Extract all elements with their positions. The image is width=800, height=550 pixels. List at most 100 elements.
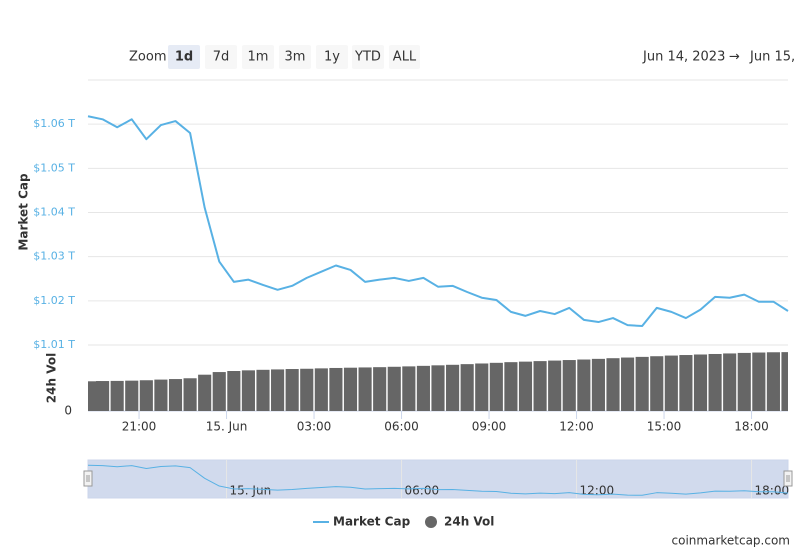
button-label: 3m [285, 50, 306, 65]
navigator-label: 15. Jun [230, 484, 272, 498]
button-label: YTD [354, 50, 381, 65]
volume-bar [256, 369, 270, 411]
volume-bar [460, 364, 474, 411]
volume-bar [183, 378, 197, 411]
volume-bar [431, 365, 445, 411]
volume-bar [504, 362, 518, 411]
button-bg [352, 45, 384, 69]
x-tick-label: 21:00 [122, 420, 157, 434]
legend-label: 24h Vol [444, 515, 494, 529]
volume-bar [358, 367, 372, 411]
volume-bar [766, 352, 780, 411]
navigator-handle[interactable] [83, 470, 93, 487]
volume-bar [635, 356, 649, 411]
navigator-line [87, 464, 789, 496]
button-label: 7d [213, 50, 230, 65]
volume-bar [562, 360, 576, 411]
y-tick-label: $1.03 T [33, 250, 75, 263]
y-tick-label: $1.05 T [33, 161, 75, 174]
volume-bar [621, 357, 635, 411]
x-tick-label: 18:00 [734, 420, 769, 434]
volume-bar [723, 353, 737, 411]
button-label: ALL [393, 50, 417, 65]
x-tick-label: 12:00 [559, 420, 594, 434]
x-tick-label: 03:00 [297, 420, 332, 434]
volume-bar [168, 379, 183, 411]
zoom-label: Zoom [129, 50, 166, 65]
range-button[interactable]: 3m [279, 45, 311, 69]
button-label: 1m [248, 50, 269, 65]
volume-bar [125, 380, 139, 411]
button-bg [389, 45, 420, 69]
volume-bar [781, 352, 788, 411]
volume-bar [708, 353, 722, 411]
volume-bar [591, 358, 605, 411]
volume-bar [329, 367, 343, 411]
y-tick-label: $1.04 T [33, 206, 75, 219]
volume-bar [96, 381, 110, 411]
legend-dot [425, 516, 437, 528]
x-tick-label: 06:00 [384, 420, 419, 434]
volume-bar [489, 362, 503, 411]
volume-bar [752, 352, 766, 411]
date-to[interactable]: Jun 15, 2023 [749, 50, 800, 65]
volume-bar [110, 380, 124, 411]
y-tick-label: $1.01 T [33, 338, 75, 351]
legend-item[interactable]: 24h Vol [425, 515, 494, 529]
volume-bar [139, 380, 153, 411]
volume-bar [693, 354, 708, 411]
button-bg [316, 45, 348, 69]
volume-bar [285, 369, 299, 411]
volume-bar [737, 352, 751, 411]
y2-axis-title: 24h Vol [45, 353, 59, 403]
range-button[interactable]: 1d [168, 45, 200, 69]
volume-bar [227, 371, 241, 411]
credits[interactable]: coinmarketcap.com [672, 534, 790, 548]
volume-bar [154, 379, 168, 411]
volume-bar [314, 368, 328, 411]
date-from[interactable]: Jun 14, 2023 [642, 50, 725, 65]
volume-bar [518, 361, 533, 411]
x-tick-label: 15:00 [647, 420, 682, 434]
button-label: 1y [324, 50, 340, 65]
legend-label: Market Cap [333, 515, 411, 529]
range-button[interactable]: 7d [205, 45, 237, 69]
x-tick-label: 15. Jun [206, 420, 248, 434]
volume-bar [343, 367, 358, 411]
range-button[interactable]: 1y [316, 45, 348, 69]
volume-bar [402, 366, 416, 411]
range-button[interactable]: 1m [242, 45, 274, 69]
y-tick-label: $1.06 T [33, 117, 75, 130]
range-button[interactable]: YTD [352, 45, 384, 69]
navigator-handle[interactable] [783, 470, 793, 487]
volume-bar [300, 368, 314, 411]
button-label: 1d [175, 50, 193, 65]
volume-bar [533, 361, 547, 411]
volume-bar [475, 363, 489, 411]
navigator-label: 12:00 [580, 484, 615, 498]
volume-bar [198, 374, 212, 411]
button-bg [279, 45, 311, 69]
volume-bar [416, 365, 430, 411]
handle-box [83, 470, 93, 487]
button-bg [168, 45, 200, 69]
button-bg [205, 45, 237, 69]
handle-box [783, 470, 793, 487]
volume-bar [387, 366, 401, 411]
legend-item[interactable]: Market Cap [313, 515, 411, 529]
button-bg [242, 45, 274, 69]
navigator-label: 06:00 [405, 484, 440, 498]
volume-bar [650, 356, 664, 411]
date-separator: → [729, 50, 740, 65]
volume-bar [679, 355, 693, 411]
volume-bar [577, 359, 591, 411]
y2-tick-label: 0 [64, 404, 72, 418]
volume-bar [212, 372, 226, 411]
volume-bar [446, 364, 460, 411]
range-button[interactable]: ALL [389, 45, 420, 69]
navigator-label: 18:00 [755, 484, 790, 498]
y-tick-label: $1.02 T [33, 294, 75, 307]
market-cap-line [87, 115, 789, 328]
volume-bar [606, 358, 620, 411]
volume-bar [271, 369, 285, 411]
